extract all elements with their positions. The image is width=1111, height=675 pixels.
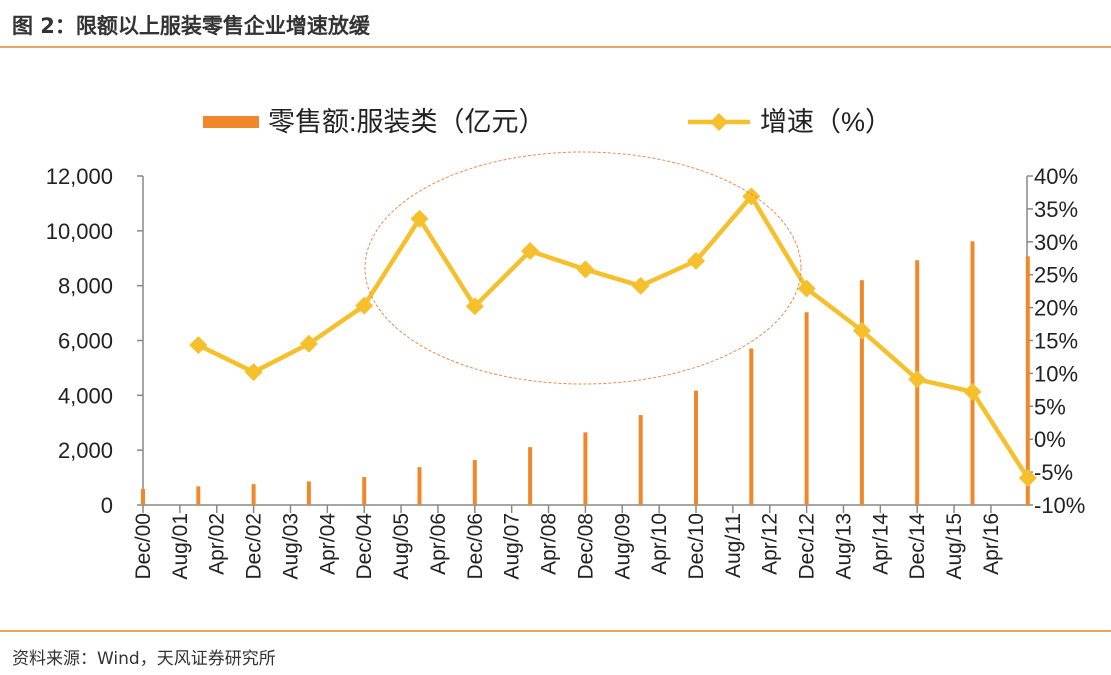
bar: [638, 415, 643, 505]
left-axis-tick-label: 12,000: [46, 164, 113, 189]
legend-line-marker: [710, 113, 728, 131]
x-axis-tick-label: Aug/15: [943, 513, 966, 580]
x-axis-tick-label: Aug/07: [501, 513, 524, 580]
right-axis-tick-label: 40%: [1034, 164, 1078, 189]
source-note: 资料来源：Wind，天风证券研究所: [12, 649, 276, 669]
x-axis-tick-label: Dec/00: [132, 513, 155, 580]
right-axis-tick-label: -5%: [1034, 460, 1073, 485]
right-axis-tick-label: -10%: [1034, 493, 1085, 518]
growth-point-marker: [797, 279, 816, 298]
growth-point-marker: [189, 336, 208, 355]
x-axis-tick-label: Aug/09: [611, 513, 634, 580]
bar: [583, 432, 588, 505]
bar: [362, 477, 367, 505]
chart: 0 2,000 4,000 6,000 8,000 10,000 12,000 -10% -5%…: [46, 107, 1086, 580]
highlight-ellipse: [364, 151, 802, 385]
bar: [749, 348, 754, 505]
growth-point-marker: [852, 321, 871, 340]
x-axis-tick-label: Aug/13: [832, 513, 855, 580]
bar: [417, 467, 422, 505]
growth-point-marker: [355, 296, 374, 315]
x-axis-tick-label: Apr/02: [206, 513, 229, 575]
growth-point-marker: [963, 382, 982, 401]
x-axis-tick-label: Dec/10: [685, 513, 708, 580]
growth-series-line: [197, 194, 1030, 480]
x-axis-tick-label: Aug/01: [169, 513, 192, 580]
bar: [970, 241, 975, 506]
growth-point-marker: [631, 276, 650, 295]
right-axis-tick-label: 30%: [1034, 230, 1078, 255]
x-axis-tick-label: Apr/06: [427, 513, 450, 575]
x-axis-tick-label: Apr/04: [316, 513, 339, 575]
x-axis-tick-label: Dec/04: [353, 513, 376, 580]
bar: [1025, 256, 1030, 505]
right-axis-tick-label: 0%: [1034, 427, 1066, 452]
x-axis-tick-label: Apr/08: [538, 513, 561, 575]
growth-point-marker: [465, 297, 484, 316]
left-axis-tick-label: 6,000: [58, 329, 113, 354]
left-axis-tick-label: 8,000: [58, 274, 113, 299]
bar: [251, 484, 256, 505]
left-axis-tick-label: 10,000: [46, 219, 113, 244]
right-axis-tick-label: 15%: [1034, 329, 1078, 354]
legend-line-label: 增速（%）: [760, 107, 892, 137]
x-axis-tick-label: Dec/12: [796, 513, 819, 580]
x-axis-tick-label: Apr/10: [648, 513, 671, 575]
growth-point-marker: [576, 260, 595, 279]
right-axis-tick-label: 5%: [1034, 394, 1066, 419]
growth-point-marker: [687, 251, 705, 270]
x-axis-tick-label: Dec/14: [906, 513, 929, 580]
right-axis-tick-label: 25%: [1034, 263, 1078, 288]
x-axis-tick-label: Dec/06: [464, 513, 487, 580]
bar: [141, 489, 145, 505]
bottom-divider: [0, 630, 1111, 632]
x-axis-tick-label: Apr/14: [869, 513, 892, 575]
left-axis-tick-label: 2,000: [58, 438, 113, 463]
bar: [196, 486, 201, 505]
bar: [859, 280, 864, 505]
right-axis-tick-label: 10%: [1034, 361, 1078, 386]
right-axis-tick-label: 20%: [1034, 296, 1078, 321]
x-axis-tick-label: Dec/02: [243, 513, 266, 580]
legend-bar-swatch: [203, 116, 259, 128]
legend-bar-label: 零售额:服装类（亿元）: [268, 107, 546, 137]
x-axis-tick-label: Apr/16: [980, 513, 1003, 575]
x-axis-tick-label: Aug/11: [722, 513, 745, 578]
left-axis-tick-label: 0: [101, 493, 113, 518]
growth-point-marker: [1018, 469, 1037, 488]
x-axis-tick-label: Aug/03: [279, 513, 302, 580]
x-axis-tick-label: Aug/05: [390, 513, 413, 580]
growth-point-marker: [410, 209, 429, 228]
bar: [472, 460, 477, 505]
x-axis-tick-label: Dec/08: [574, 513, 597, 580]
bar: [528, 447, 533, 505]
growth-point-marker: [521, 242, 540, 261]
top-divider: [0, 46, 1111, 48]
left-axis-tick-label: 4,000: [58, 383, 113, 408]
bar: [804, 312, 809, 505]
figure-title: 图 2：限额以上服装零售企业增速放缓: [12, 14, 370, 38]
bar: [694, 390, 698, 505]
bar: [306, 481, 311, 505]
growth-point-marker: [299, 334, 318, 353]
growth-point-marker: [908, 370, 927, 389]
x-axis-tick-label: Apr/12: [759, 513, 782, 575]
growth-point-marker: [244, 363, 263, 382]
right-axis-tick-label: 35%: [1034, 197, 1078, 222]
